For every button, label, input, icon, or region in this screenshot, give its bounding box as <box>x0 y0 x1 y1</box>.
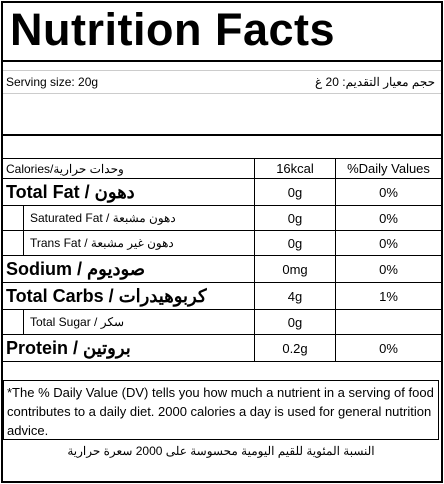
daily-value: 1% <box>379 288 398 304</box>
daily-value: 0% <box>379 210 398 226</box>
daily-value: 0% <box>379 340 398 356</box>
nutrient-label: Sodium / صوديوم <box>3 256 255 282</box>
amount: 0.2g <box>255 335 336 361</box>
nutrition-table: Calories/وحدات حرارية 16kcal %Daily Valu… <box>3 158 441 362</box>
amount: 0mg <box>255 256 336 282</box>
daily-value: 0% <box>379 184 398 200</box>
footnote-ar: النسبة المئوية للقيم اليومية محسوسة على … <box>67 444 375 458</box>
nutrient-label: Protein / بروتين <box>3 335 255 361</box>
header-cell: %Daily Values <box>347 161 430 176</box>
footnote: *The % Daily Value (DV) tells you how mu… <box>3 380 439 440</box>
nutrient-name: Saturated Fat / دهون مشبعة <box>23 206 176 230</box>
amount: 0g <box>255 179 336 205</box>
header-cell: 16kcal <box>255 159 336 178</box>
table-row: Protein / بروتين 0.2g 0% <box>3 335 441 362</box>
rule <box>3 134 441 136</box>
daily-value <box>336 310 441 334</box>
title: Nutrition Facts <box>10 4 336 55</box>
amount: 0g <box>255 206 336 230</box>
nutrient-name: Trans Fat / دهون غير مشبعة <box>23 231 174 255</box>
amount: 0g <box>255 310 336 334</box>
nutrient-label: Total Fat / دهون <box>3 179 255 205</box>
table-row: Total Carbs / كربوهيدرات 4g 1% <box>3 283 441 310</box>
table-row: Total Fat / دهون 0g 0% <box>3 179 441 206</box>
serving-en: Serving size: 20g <box>6 75 99 89</box>
serving-row: Serving size: 20g حجم معيار التقديم: 20 … <box>3 70 441 94</box>
nutrient-label: Trans Fat / دهون غير مشبعة <box>3 231 255 255</box>
nutrient-label: Total Carbs / كربوهيدرات <box>3 283 255 309</box>
header-cell: Calories/وحدات حرارية <box>3 159 255 178</box>
nutrient-label: Total Sugar / سكر <box>3 310 255 334</box>
daily-value: 0% <box>379 261 398 277</box>
header-row: Calories/وحدات حرارية 16kcal %Daily Valu… <box>3 159 441 179</box>
amount: 0g <box>255 231 336 255</box>
serving-ar: حجم معيار التقديم: 20 غ <box>315 75 435 89</box>
daily-value: 0% <box>379 235 398 251</box>
table-row: Saturated Fat / دهون مشبعة 0g 0% <box>3 206 441 231</box>
nutrient-name: Total Sugar / سكر <box>23 310 124 334</box>
amount: 4g <box>255 283 336 309</box>
rule <box>3 60 441 62</box>
table-row: Sodium / صوديوم 0mg 0% <box>3 256 441 283</box>
table-row: Total Sugar / سكر 0g <box>3 310 441 335</box>
table-row: Trans Fat / دهون غير مشبعة 0g 0% <box>3 231 441 256</box>
nutrient-label: Saturated Fat / دهون مشبعة <box>3 206 255 230</box>
